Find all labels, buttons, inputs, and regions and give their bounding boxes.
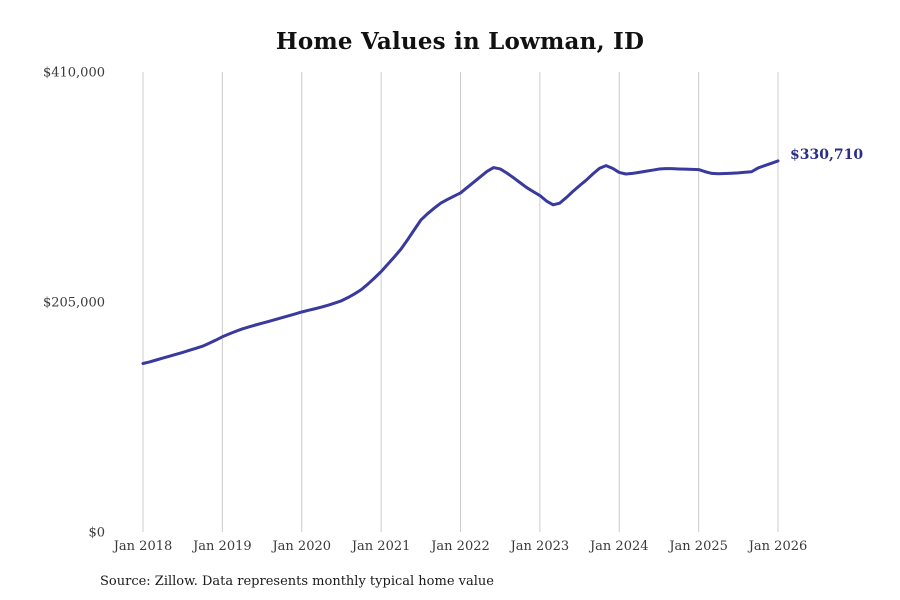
home-value-line [141, 159, 780, 365]
x-axis-tick-label: Jan 2023 [509, 539, 570, 554]
source-note: Source: Zillow. Data represents monthly … [100, 574, 494, 589]
x-axis-tick-label: Jan 2026 [747, 539, 808, 554]
x-axis-tick-label: Jan 2024 [588, 539, 649, 554]
x-axis-tick-label: Jan 2021 [350, 539, 411, 554]
chart-title: Home Values in Lowman, ID [275, 28, 645, 55]
latest-value-label: $330,710 [790, 147, 864, 163]
y-axis-tick-label: $205,000 [43, 296, 105, 311]
x-axis-tick-label: Jan 2025 [667, 539, 728, 554]
x-axis-tick-label: Jan 2020 [270, 539, 331, 554]
y-axis-tick-label: $0 [88, 526, 105, 541]
x-axis-tick-label: Jan 2019 [191, 539, 252, 554]
x-axis-tick-label: Jan 2018 [112, 539, 173, 554]
x-axis-tick-label: Jan 2022 [429, 539, 490, 554]
y-axis-tick-label: $410,000 [43, 66, 105, 81]
